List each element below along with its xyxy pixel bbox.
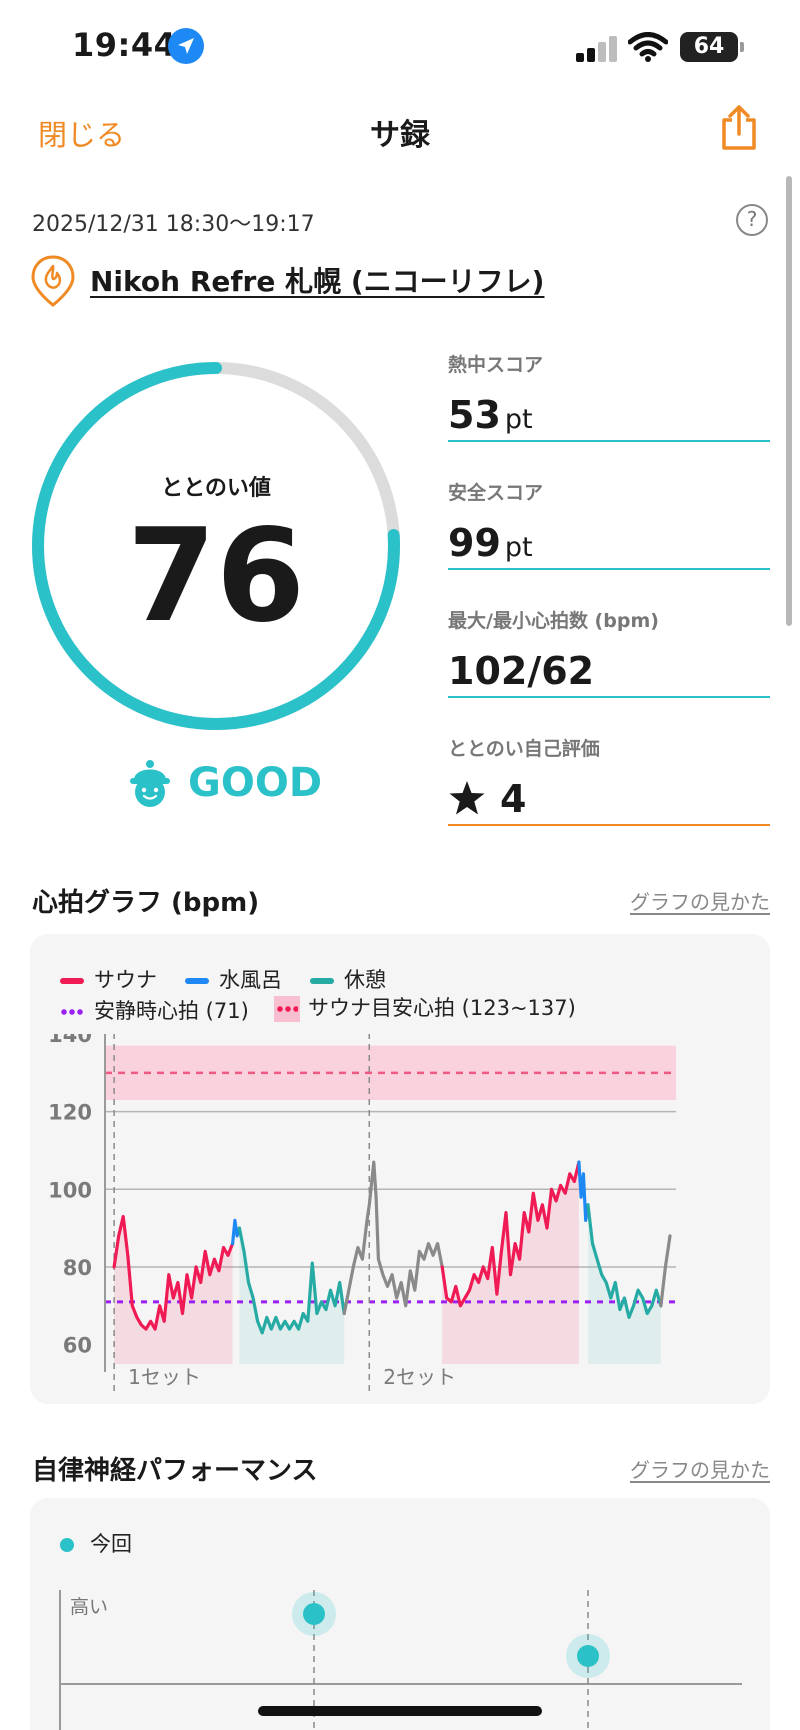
- legend-swatch-cold-bath: [185, 978, 209, 984]
- metric-unit: pt: [504, 532, 533, 563]
- y-tick-label: 140: [48, 1034, 92, 1047]
- legend-swatch-resting-hr: [60, 1009, 84, 1015]
- series-rest: [586, 1203, 663, 1319]
- session-datetime: 2025/12/31 18:30～19:17: [32, 212, 315, 237]
- y-tick-label: 80: [63, 1256, 92, 1280]
- wifi-icon: [628, 32, 668, 62]
- battery-icon: 64: [680, 32, 744, 62]
- home-indicator[interactable]: [258, 1706, 542, 1716]
- help-icon[interactable]: ?: [736, 204, 768, 236]
- legend-swatch-sauna: [60, 978, 84, 984]
- mascot-icon: [130, 760, 170, 807]
- y-tick-label: 120: [48, 1101, 92, 1125]
- status-bar: 19:44 64: [0, 0, 800, 92]
- metric-label: 最大/最小心拍数 (bpm): [448, 610, 659, 632]
- set-label: 1セット: [128, 1365, 201, 1389]
- legend-sauna-target: サウナ目安心拍 (123~137): [274, 992, 576, 1022]
- facility-link[interactable]: Nikoh Refre 札幌 (ニコーリフレ): [90, 265, 545, 298]
- close-button[interactable]: 閉じる: [38, 118, 126, 152]
- series-sauna: [440, 1160, 581, 1308]
- y-tick-label: 100: [48, 1178, 92, 1202]
- series-sauna: [112, 1214, 235, 1331]
- metric-self-rating[interactable]: ととのい自己評価 4: [448, 734, 770, 827]
- scrollbar[interactable]: [786, 176, 792, 626]
- metric-value: 99 pt: [448, 521, 533, 565]
- metric-value: 102/62: [448, 649, 595, 693]
- legend-resting-hr: 安静時心拍 (71): [60, 995, 249, 1025]
- page-title: サ録: [370, 118, 430, 153]
- area-sauna: [114, 1216, 233, 1364]
- status-time: 19:44: [72, 26, 177, 64]
- score-ring-progress: [32, 362, 400, 730]
- autonomic-card: 今回 高い: [30, 1498, 770, 1730]
- autonomic-point: [577, 1645, 599, 1667]
- autonomic-point: [303, 1603, 325, 1625]
- legend-swatch-rest: [310, 978, 334, 984]
- legend-swatch-sauna-target: [274, 996, 300, 1022]
- series-cold_bath: [231, 1218, 241, 1246]
- y-tick-label: 60: [63, 1334, 92, 1358]
- legend-this-time: 今回: [60, 1528, 132, 1558]
- heart-graph-help-link[interactable]: グラフの見かた: [630, 890, 770, 914]
- area-rest: [239, 1228, 345, 1364]
- axis-label-high: 高い: [70, 1596, 109, 1618]
- star-icon: [449, 781, 485, 815]
- metric-label: 熱中スコア: [448, 354, 544, 376]
- score-value: 76: [126, 502, 306, 651]
- metric-safety-score: 安全スコア 99 pt: [448, 478, 770, 571]
- metric-heat-score: 熱中スコア 53 pt: [448, 350, 770, 443]
- metric-value: 4: [448, 775, 770, 824]
- metric-value: 53 pt: [448, 393, 533, 437]
- metric-unit: pt: [504, 404, 533, 435]
- series-cold_bath: [577, 1160, 590, 1222]
- legend-rest: 休憩: [310, 964, 386, 994]
- autonomic-help-link[interactable]: グラフの見かた: [630, 1458, 770, 1482]
- score-label: ととのい値: [161, 476, 271, 501]
- set-label: 2セット: [383, 1365, 456, 1389]
- cellular-signal-icon: [576, 36, 618, 62]
- legend-cold-bath: 水風呂: [185, 964, 282, 994]
- heart-graph-title: 心拍グラフ (bpm): [32, 888, 260, 918]
- series-other: [342, 1160, 444, 1316]
- autonomic-title: 自律神経パフォーマンス: [32, 1456, 318, 1486]
- metric-heart-rate-range: 最大/最小心拍数 (bpm) 102/62: [448, 606, 770, 699]
- autonomic-chart: [59, 1590, 742, 1730]
- share-icon[interactable]: [718, 104, 760, 152]
- area-sauna: [442, 1162, 579, 1364]
- legend-dot-this-time: [60, 1538, 74, 1552]
- series-other: [659, 1234, 672, 1308]
- sauna-pin-icon: [31, 255, 75, 307]
- metric-label: ととのい自己評価: [448, 738, 600, 760]
- score-ring: [32, 362, 400, 730]
- area-rest: [587, 1204, 661, 1364]
- location-arrow-icon: [168, 28, 204, 64]
- rating-label: GOOD: [188, 760, 323, 806]
- series-rest: [237, 1226, 346, 1335]
- legend-sauna: サウナ: [60, 964, 157, 994]
- metric-label: 安全スコア: [448, 482, 544, 504]
- heart-rate-chart: 60 80 100 120 140 1セット 2セット: [48, 1034, 676, 1394]
- heart-graph-card: サウナ 水風呂 休憩 安静時心拍 (71) サウナ目安心拍 (123~137) …: [30, 934, 770, 1404]
